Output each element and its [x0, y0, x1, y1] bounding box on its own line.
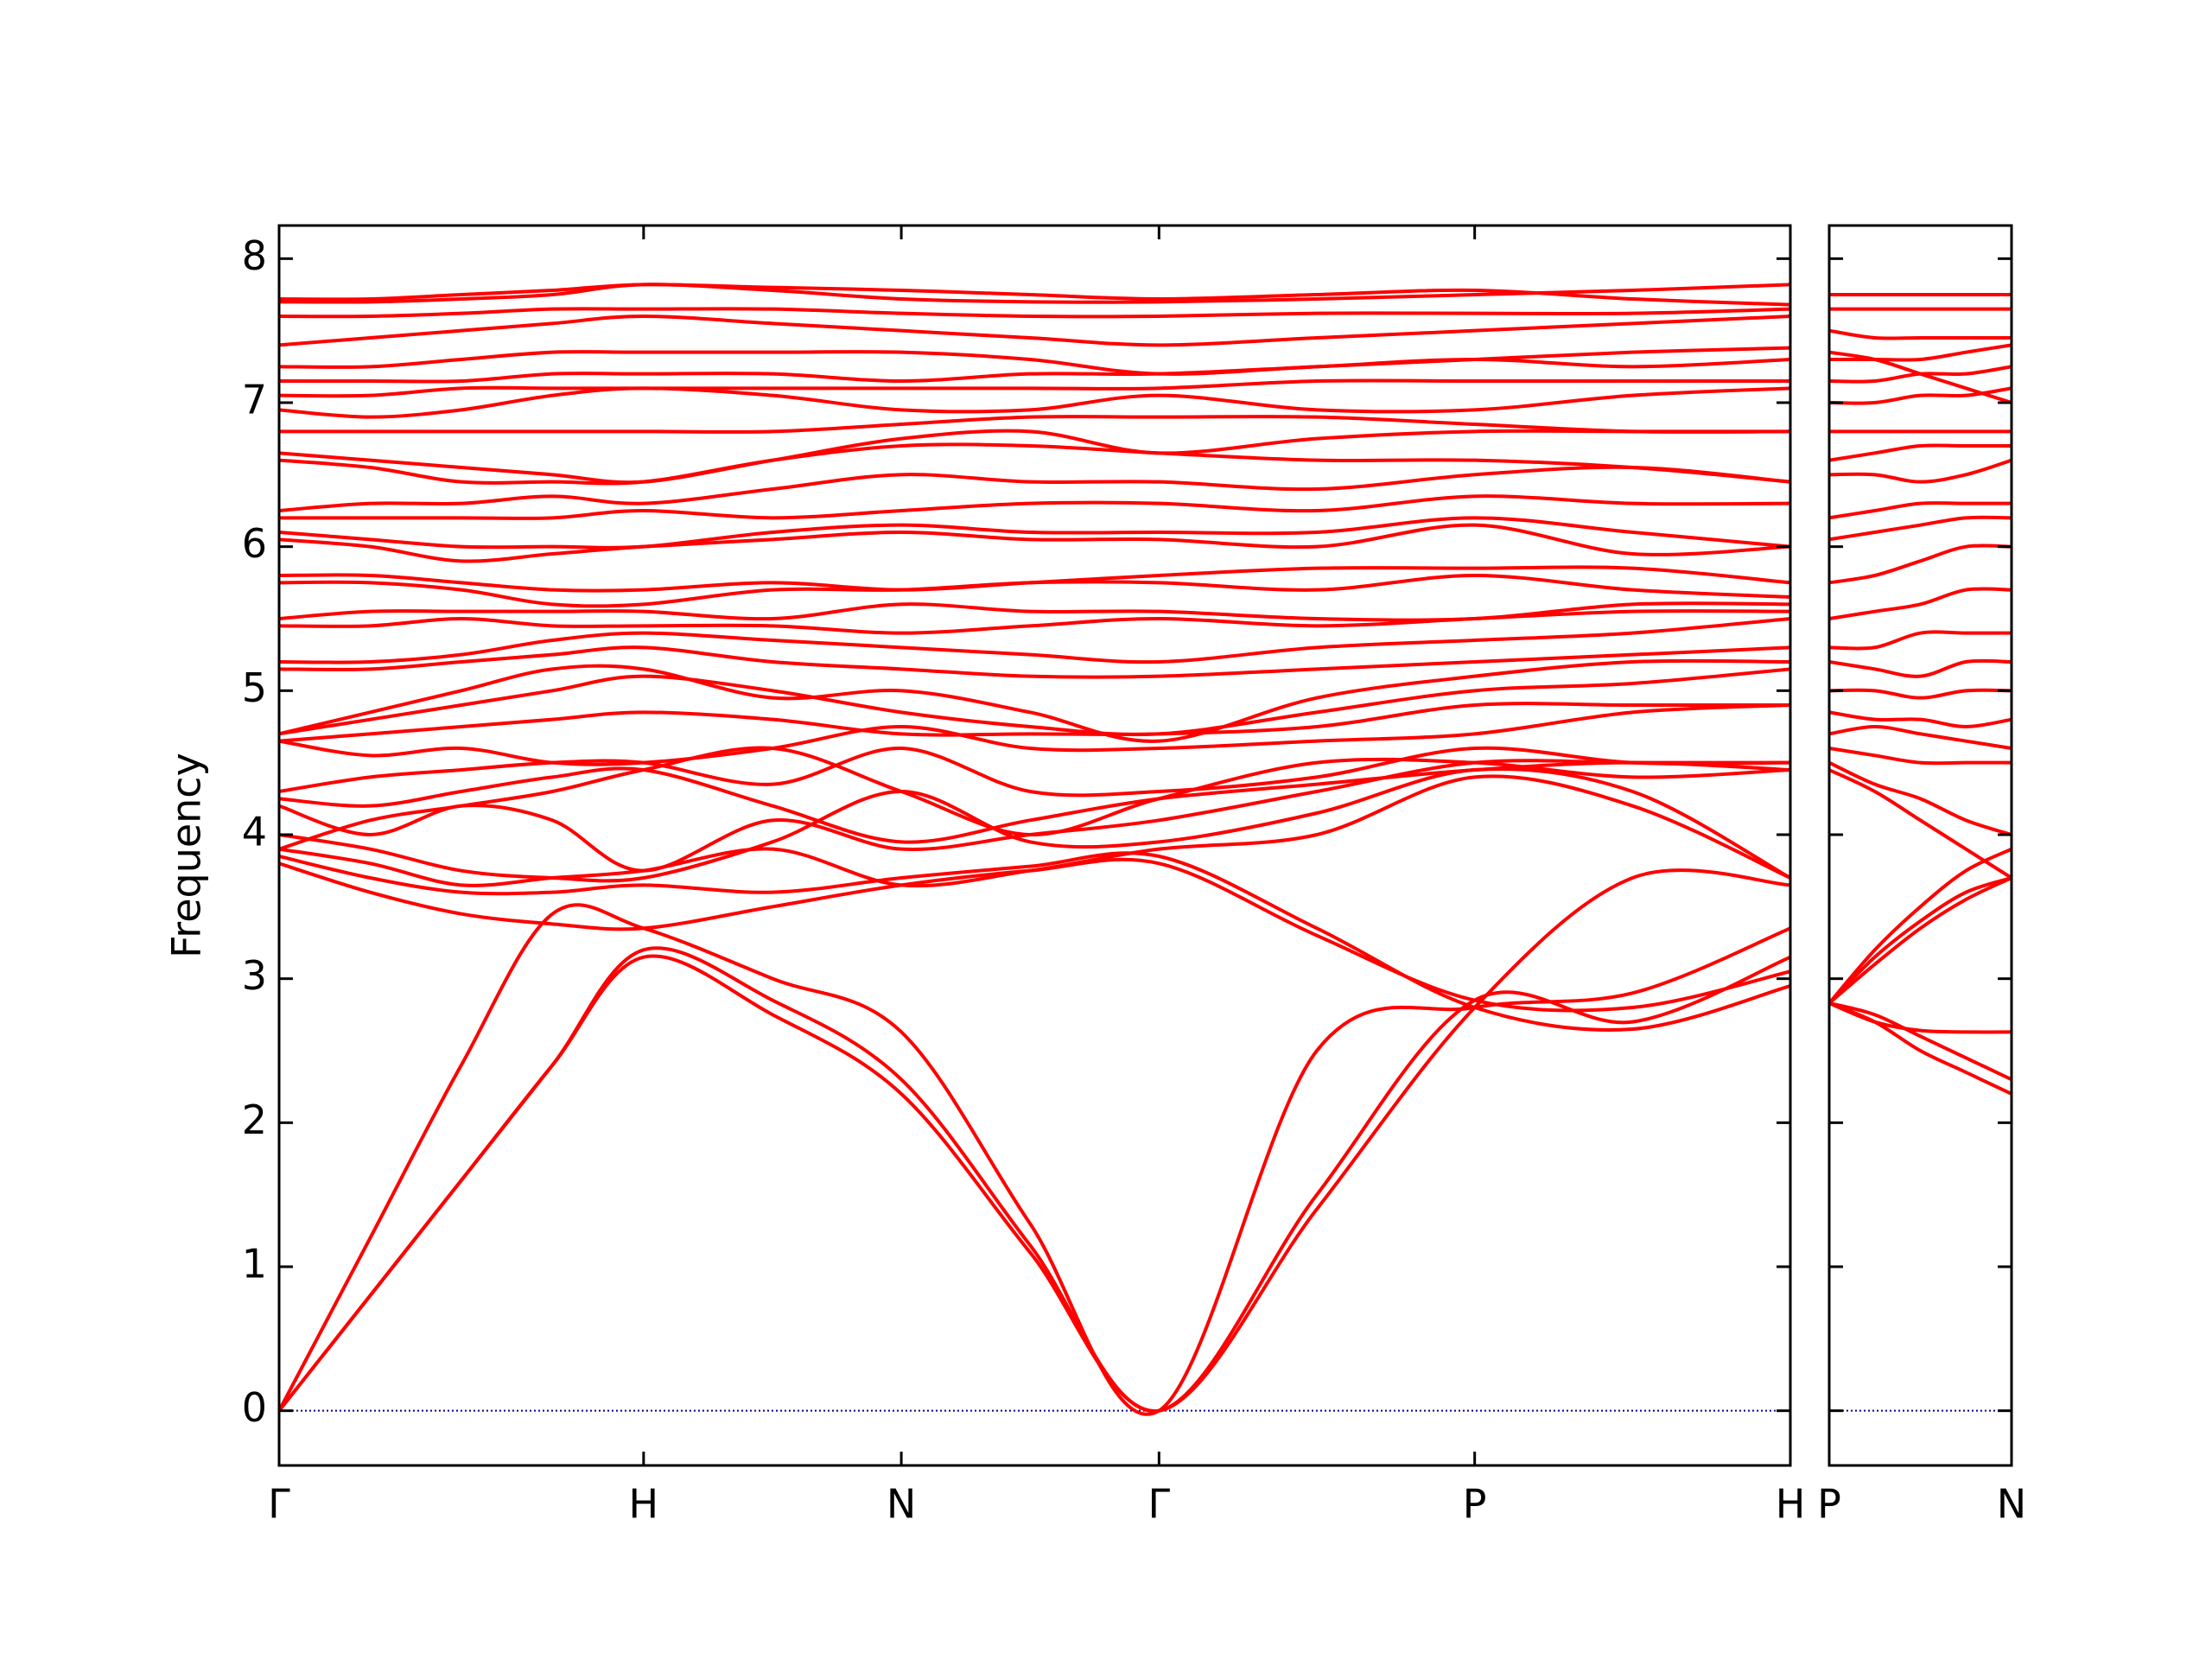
band-line [1829, 847, 2012, 1005]
band-line [1829, 725, 2012, 750]
band-line [1829, 501, 2012, 520]
band-line [279, 523, 1790, 563]
band-line [1829, 658, 2012, 678]
band-line [1829, 328, 2012, 340]
band-line [279, 378, 1790, 398]
band-line [279, 851, 1790, 1032]
band-line [279, 702, 1790, 743]
band-line [279, 494, 1790, 520]
band-line [1829, 587, 2012, 620]
bands [1829, 292, 2012, 1412]
band-line [1829, 350, 2012, 404]
band-line [279, 760, 1790, 844]
band-line [1829, 768, 2012, 880]
plot-frame [277, 224, 1792, 1467]
x-tick-label: Γ [268, 1481, 290, 1528]
band-line [1829, 443, 2012, 462]
band-line [279, 903, 1790, 1416]
band-line [279, 565, 1790, 593]
band-line [279, 609, 1790, 635]
band-line [1829, 630, 2012, 651]
y-tick-label: 0 [242, 1384, 267, 1431]
x-tick-label: P [1817, 1481, 1841, 1528]
band-line [1829, 747, 2012, 766]
y-tick-label: 8 [242, 232, 267, 279]
band-line [279, 746, 1790, 798]
band-line [279, 442, 1790, 486]
band-line [1829, 760, 2012, 836]
band-line [279, 857, 1790, 1013]
y-axis-label: Frequency [163, 753, 210, 958]
band-line [1829, 458, 2012, 484]
plot-frame [1827, 224, 2013, 1467]
band-line [279, 868, 1790, 1413]
y-tick-label: 7 [242, 377, 267, 423]
band-line [1829, 876, 2012, 1005]
band-line [279, 315, 1790, 347]
x-tick-label: Γ [1148, 1481, 1171, 1528]
band-line [1829, 710, 2012, 728]
band-line [279, 465, 1790, 512]
x-tick-label: P [1463, 1481, 1487, 1528]
band-line [279, 667, 1790, 736]
band-line [279, 358, 1790, 384]
band-line [279, 346, 1790, 376]
band-line [279, 645, 1790, 679]
y-tick-label: 6 [242, 520, 267, 567]
band-line [279, 774, 1790, 888]
band-line [279, 703, 1790, 766]
y-tick-label: 4 [242, 809, 267, 855]
y-tick-label: 1 [242, 1241, 267, 1287]
band-line [279, 746, 1790, 851]
band-line [1829, 1001, 2012, 1034]
band-line [1829, 1001, 2012, 1082]
band-line [279, 617, 1790, 664]
band-line [279, 283, 1790, 304]
band-line [279, 386, 1790, 419]
band-line [279, 759, 1790, 873]
band-line [1829, 688, 2012, 700]
band-line [279, 574, 1790, 608]
band-line [279, 946, 1790, 1413]
band-line [279, 601, 1790, 622]
bands [279, 283, 1790, 1416]
band-line [279, 516, 1790, 550]
x-tick-label: N [887, 1481, 916, 1528]
band-line [279, 415, 1790, 434]
x-tick-label: H [629, 1481, 659, 1528]
band-line [279, 658, 1790, 743]
band-line [1829, 515, 2012, 542]
y-tick-label: 2 [242, 1096, 267, 1143]
x-tick-label: N [1997, 1481, 2026, 1528]
x-tick-label: H [1776, 1481, 1806, 1528]
band-line [279, 429, 1790, 485]
band-line [1829, 543, 2012, 585]
band-line [1829, 876, 2012, 1005]
band-line [279, 283, 1790, 307]
band-line [1829, 343, 2012, 362]
y-tick-label: 3 [242, 952, 267, 999]
y-tick-label: 5 [242, 664, 267, 711]
band-line [279, 307, 1790, 319]
